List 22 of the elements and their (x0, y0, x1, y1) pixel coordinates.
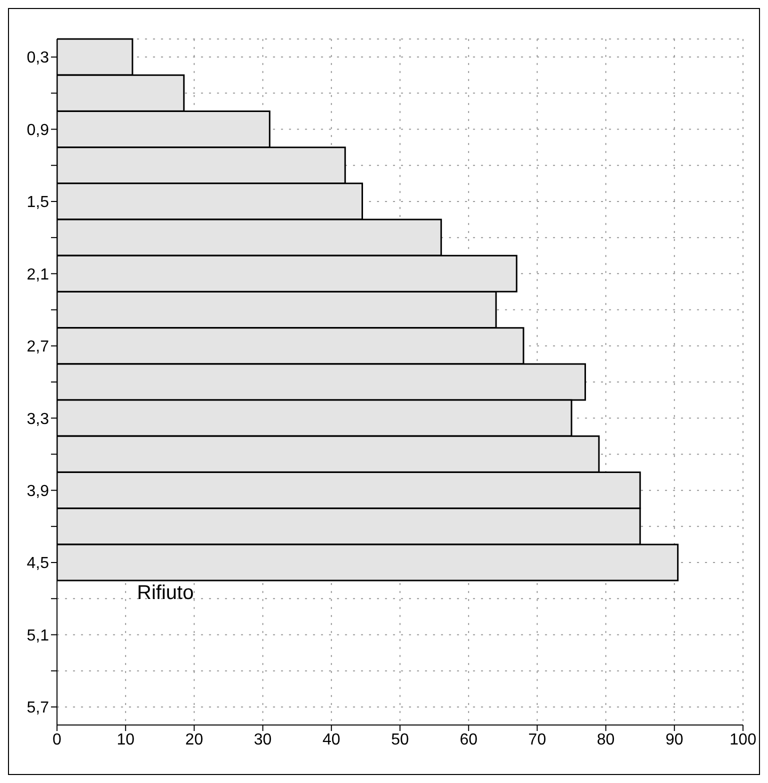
y-tick-label: 4,5 (26, 555, 50, 572)
x-tick-label: 70 (528, 731, 546, 748)
y-tick-label: 1,5 (26, 194, 50, 212)
y-tick-label: 2,1 (26, 266, 50, 284)
annotation: Rifiuto (137, 582, 194, 605)
y-tick-label: 0,9 (26, 122, 50, 139)
x-tick-label: 40 (322, 731, 340, 748)
x-tick-label: 60 (460, 731, 478, 748)
x-tick-label: 100 (730, 731, 756, 748)
y-tick-label: 3,3 (26, 410, 50, 428)
x-tick-label: 20 (185, 731, 204, 748)
x-tick-label: 80 (596, 731, 615, 748)
y-tick-label: 3,9 (26, 482, 50, 500)
y-tick-label: 0,3 (26, 50, 50, 67)
x-tick-label: 90 (666, 731, 684, 748)
x-tick-label: 10 (116, 731, 135, 748)
y-tick-label: 5,1 (26, 627, 50, 644)
y-tick-label: 2,7 (26, 338, 50, 356)
x-tick-label: 30 (254, 731, 272, 748)
x-tick-label: 50 (391, 731, 409, 748)
y-tick-label: 5,7 (26, 700, 50, 717)
x-tick-label: 0 (52, 731, 62, 748)
